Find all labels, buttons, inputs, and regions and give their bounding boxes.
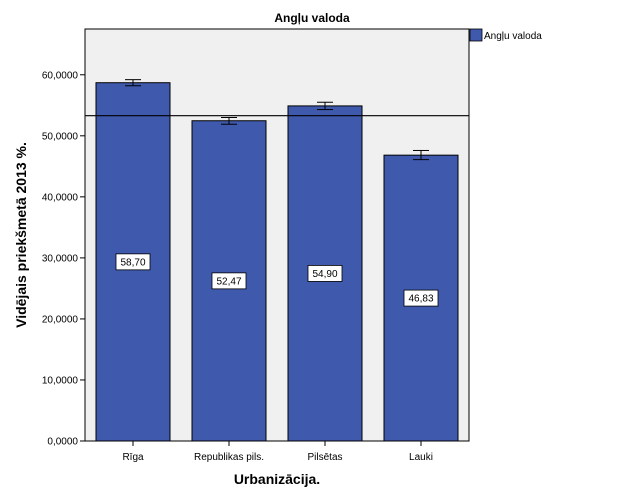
y-tick-label: 40,0000 (42, 192, 79, 203)
legend-swatch (469, 28, 483, 42)
value-label: 46,83 (408, 294, 433, 305)
y-tick-label: 10,0000 (42, 375, 79, 386)
legend: Angļu valoda (469, 28, 542, 42)
value-label: 58,70 (120, 257, 145, 268)
chart-title: Angļu valoda (274, 11, 350, 25)
y-axis: 0,0000 10,0000 20,0000 30,0000 40,0000 50,000… (42, 70, 85, 448)
x-tick-label: Rīga (122, 452, 144, 463)
y-tick-label: 30,0000 (42, 253, 79, 264)
value-label-box (115, 253, 151, 271)
y-tick-label: 60,0000 (42, 70, 79, 81)
x-axis: Rīga Republikas pils. Pilsētas Lauki (122, 441, 433, 463)
x-tick-label: Lauki (409, 452, 433, 463)
y-tick-label: 20,0000 (42, 314, 79, 325)
value-label: 52,47 (216, 276, 241, 287)
legend-label: Angļu valoda (484, 31, 542, 42)
value-labels: 58,70 52,47 54,90 46,83 (115, 253, 439, 307)
value-label-box (211, 272, 247, 290)
error-bars (125, 79, 429, 161)
x-tick-label: Republikas pils. (194, 452, 264, 463)
y-tick-label: 0,0000 (47, 437, 78, 448)
y-tick-label: 50,0000 (42, 131, 79, 142)
value-label-box (403, 289, 439, 307)
y-axis-title: Vidējais priekšmetā 2013 %. (13, 142, 29, 328)
value-label: 54,90 (312, 269, 337, 280)
x-tick-label: Pilsētas (307, 452, 342, 463)
x-axis-title: Urbanizācija. (234, 471, 320, 487)
value-label-box (307, 265, 343, 282)
